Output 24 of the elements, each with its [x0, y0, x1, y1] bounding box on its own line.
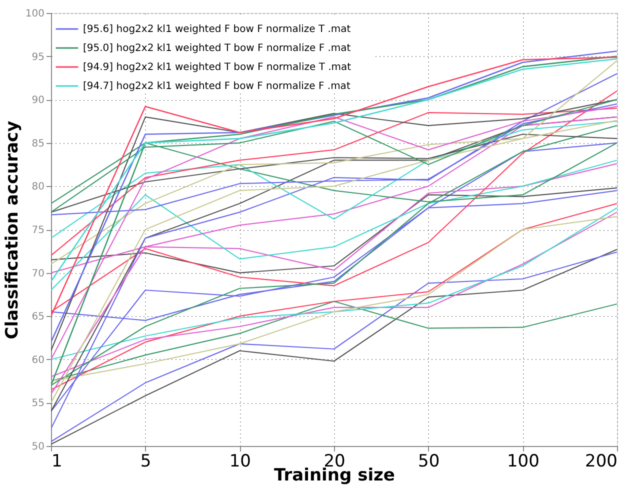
- y-tick-label: 65: [32, 312, 44, 323]
- y-tick-label: 95: [32, 52, 44, 63]
- legend-label: [95.0] hog2x2 kl1 weighted T bow F normalize F .mat: [83, 43, 351, 54]
- y-tick-label: 55: [32, 398, 44, 410]
- x-axis-title: Training size: [274, 466, 395, 486]
- y-tick-label: 70: [32, 268, 44, 280]
- y-axis-title: Classification accuracy: [2, 120, 22, 340]
- x-tick-label: 50: [418, 452, 440, 472]
- legend-label: [95.6] hog2x2 kl1 weighted F bow F normalize T .mat: [83, 24, 351, 35]
- y-tick-label: 100: [25, 8, 44, 20]
- y-tick-label: 85: [32, 138, 44, 150]
- y-tick-label: 90: [32, 95, 44, 106]
- line-series: [51, 160, 617, 291]
- legend-label: [94.7] hog2x2 kl1 weighted F bow F normalize F .mat: [83, 81, 350, 92]
- legend-label: [94.9] hog2x2 kl1 weighted T bow F normalize T .mat: [83, 62, 352, 73]
- y-tick-label: 50: [32, 442, 44, 452]
- y-tick-label: 75: [32, 225, 44, 236]
- x-tick-label: 1: [52, 452, 62, 472]
- y-tick-label: 80: [32, 182, 44, 193]
- x-tick-label: 10: [229, 452, 251, 472]
- x-tick-label: 5: [140, 452, 152, 472]
- x-tick-label: 200: [585, 452, 618, 472]
- y-tick-label: 60: [32, 354, 44, 366]
- x-tick-label: 100: [506, 452, 540, 472]
